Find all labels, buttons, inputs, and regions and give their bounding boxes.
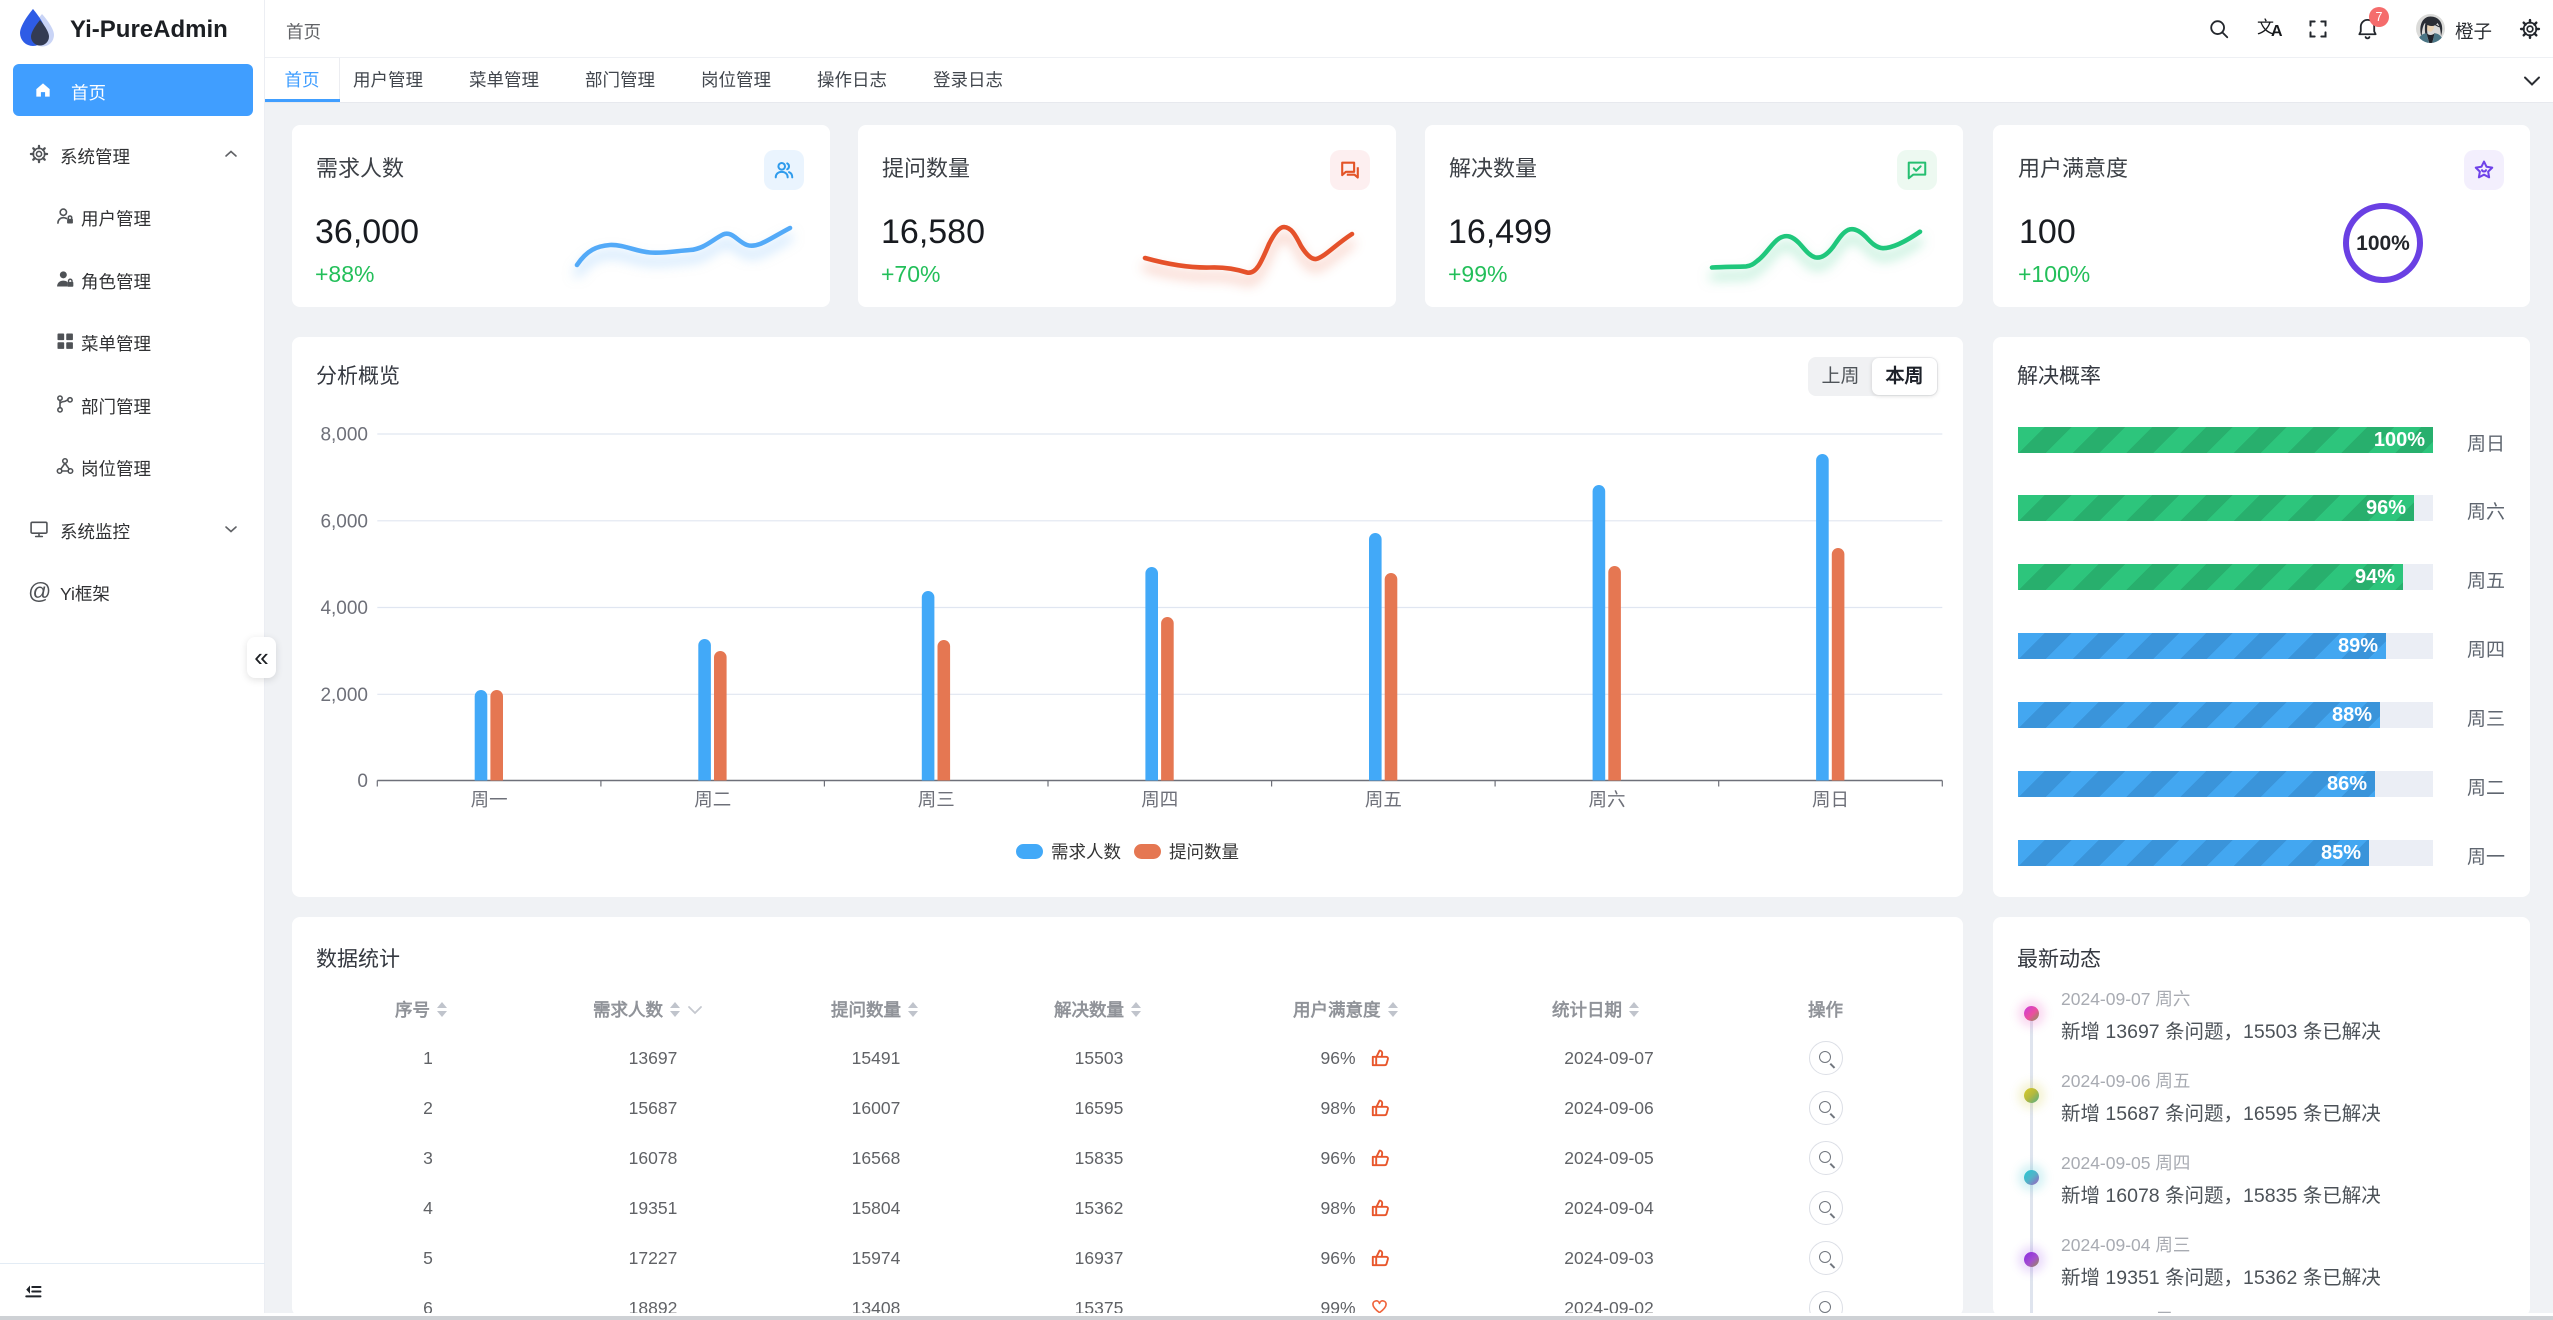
svg-text:周二: 周二: [694, 789, 731, 810]
svg-text:需求人数: 需求人数: [1051, 842, 1121, 862]
svg-text:0: 0: [357, 771, 368, 792]
svg-text:6,000: 6,000: [320, 511, 368, 532]
svg-text:2,000: 2,000: [320, 685, 368, 706]
svg-text:周五: 周五: [1365, 789, 1402, 810]
svg-text:周六: 周六: [1588, 789, 1625, 810]
svg-text:周一: 周一: [471, 789, 508, 810]
svg-text:周四: 周四: [1141, 789, 1178, 810]
svg-text:周三: 周三: [918, 789, 955, 810]
svg-text:提问数量: 提问数量: [1169, 842, 1239, 862]
svg-text:8,000: 8,000: [320, 425, 368, 446]
svg-text:周日: 周日: [1812, 789, 1849, 810]
svg-text:4,000: 4,000: [320, 598, 368, 619]
